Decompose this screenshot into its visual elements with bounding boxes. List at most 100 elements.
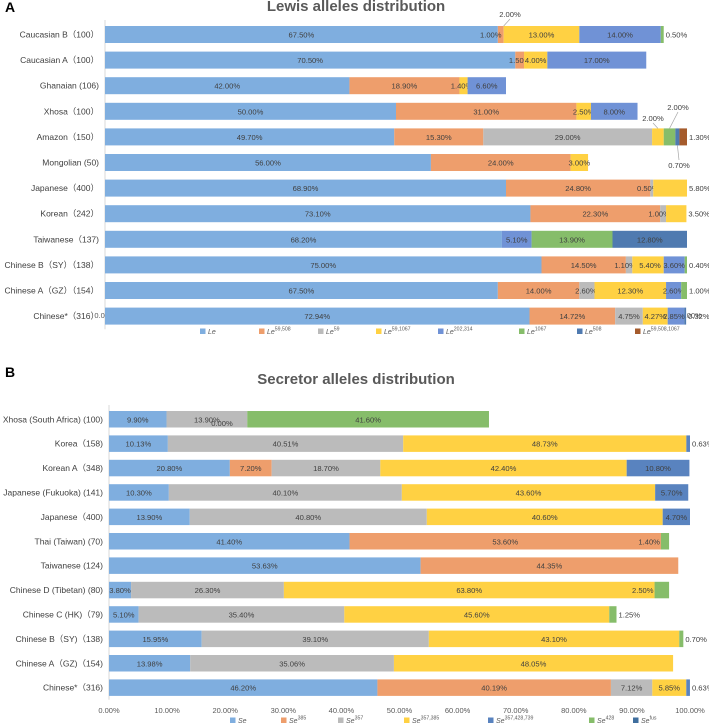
- bar-segment: [109, 606, 139, 623]
- legend-superscript: 357: [355, 716, 364, 722]
- bar-segment: [497, 26, 504, 43]
- legend-swatch: [589, 717, 595, 723]
- bar-segment: [531, 230, 613, 248]
- legend-swatch: [259, 328, 265, 334]
- data-label: 0.40%: [689, 261, 709, 270]
- legend-swatch: [488, 717, 494, 723]
- legend-superscript: 357,385: [421, 716, 440, 722]
- data-label: 7.20%: [240, 464, 262, 473]
- callout-leader: [652, 122, 659, 129]
- data-label: 1.25%: [619, 610, 641, 619]
- data-label: 1.50%: [509, 56, 531, 65]
- data-label: 67.50%: [289, 287, 315, 296]
- x-tick-label: 20.00%: [212, 706, 238, 715]
- legend-swatch: [633, 717, 639, 723]
- data-label: 39.10%: [302, 635, 328, 644]
- data-label: 20.80%: [157, 464, 183, 473]
- callout-label: 2.00%: [499, 10, 521, 19]
- bar-segment: [652, 128, 664, 146]
- bar-segment: [497, 282, 580, 299]
- bar-segment: [138, 606, 345, 623]
- data-label: 2.50%: [573, 107, 595, 116]
- legend-entry: Se428: [597, 716, 614, 726]
- data-label: 1.00%: [648, 210, 670, 219]
- category-label: Thai (Taiwan) (70): [35, 536, 104, 546]
- bar-segment: [105, 307, 530, 325]
- bar-segment: [654, 581, 670, 599]
- bar-segment: [105, 128, 395, 146]
- bar-segment: [403, 435, 687, 452]
- legend-swatch: [577, 328, 583, 334]
- bar-segment: [430, 154, 571, 171]
- data-label: 0.50%: [637, 184, 659, 193]
- x-tick-label: 50.00%: [387, 706, 413, 715]
- legend-entry: Le59,508,1067: [643, 327, 680, 337]
- legend-swatch: [438, 328, 444, 334]
- data-label: 41.40%: [216, 537, 242, 546]
- bar-segment: [652, 679, 687, 696]
- data-label: 40.19%: [481, 684, 507, 693]
- bar-segment: [131, 581, 284, 599]
- bar-segment: [642, 307, 668, 325]
- bar-segment: [666, 205, 687, 223]
- legend-swatch: [200, 328, 206, 334]
- data-label: 44.35%: [537, 562, 563, 571]
- data-label: 68.90%: [293, 184, 319, 193]
- bar-segment: [229, 459, 272, 477]
- bar-segment: [377, 679, 611, 696]
- data-label: 7.12%: [621, 684, 643, 693]
- data-label: 50.00%: [238, 107, 264, 116]
- bar-segment: [632, 256, 664, 274]
- bar-segment: [570, 154, 589, 171]
- legend-base: Se: [289, 718, 298, 725]
- data-label: 12.80%: [637, 235, 663, 244]
- bar-segment: [524, 51, 548, 69]
- bar-segment: [190, 655, 394, 672]
- data-label: 1.40%: [451, 82, 473, 91]
- data-label: 14.50%: [571, 261, 597, 270]
- legend-swatch: [635, 328, 641, 334]
- category-label: Japanese (Fukuoka) (141): [3, 487, 103, 497]
- bar-segment: [579, 282, 595, 299]
- legend-base: Le: [384, 329, 392, 336]
- data-label: 26.30%: [195, 586, 221, 595]
- bar-segment: [396, 102, 577, 120]
- x-tick-label: 100.00%: [675, 706, 705, 715]
- legend-entry: Le1067: [527, 327, 546, 337]
- callout-label: 2.00%: [667, 103, 689, 112]
- x-tick-label: 40.00%: [329, 706, 355, 715]
- category-label: Korea（158): [55, 439, 103, 449]
- data-label: 1.30%: [689, 133, 709, 142]
- data-label: 29.00%: [555, 133, 581, 142]
- bar-segment: [109, 557, 421, 574]
- bar-segment: [109, 459, 230, 477]
- bar-segment: [344, 606, 610, 623]
- callout-leader: [677, 145, 680, 161]
- legend-entry: Le508: [585, 327, 602, 337]
- bar-segment: [501, 230, 532, 248]
- data-label: 14.00%: [607, 31, 633, 40]
- data-label: 41.60%: [355, 415, 381, 424]
- data-label: 6.60%: [476, 82, 498, 91]
- data-label: 1.00%: [480, 31, 502, 40]
- category-label: Japanese（400): [41, 512, 104, 522]
- data-label: 2.50%: [632, 586, 654, 595]
- data-label: 53.63%: [252, 562, 278, 571]
- bar-segment: [653, 179, 687, 197]
- secretor-chart: 0.00% 10.00% 20.00% 30.00% 40.00% 50.00% 60.00…: [3, 405, 709, 725]
- bar-segment: [105, 51, 516, 69]
- legend-entry: Se357,428,739: [496, 716, 534, 726]
- data-label: 42.40%: [491, 464, 517, 473]
- bar-segment: [662, 508, 690, 526]
- bar-segment: [426, 508, 663, 526]
- bar-segment: [105, 154, 431, 171]
- bar-segment: [189, 508, 427, 526]
- data-label: 22.30%: [582, 210, 608, 219]
- data-label: 48.05%: [521, 659, 547, 668]
- legend-base: Se: [346, 718, 355, 725]
- data-label: 1.10%: [614, 261, 636, 270]
- category-label: Ghanaian (106): [40, 81, 99, 91]
- x-tick-label: 0.00%: [98, 706, 120, 715]
- legend-base: Se: [641, 718, 650, 725]
